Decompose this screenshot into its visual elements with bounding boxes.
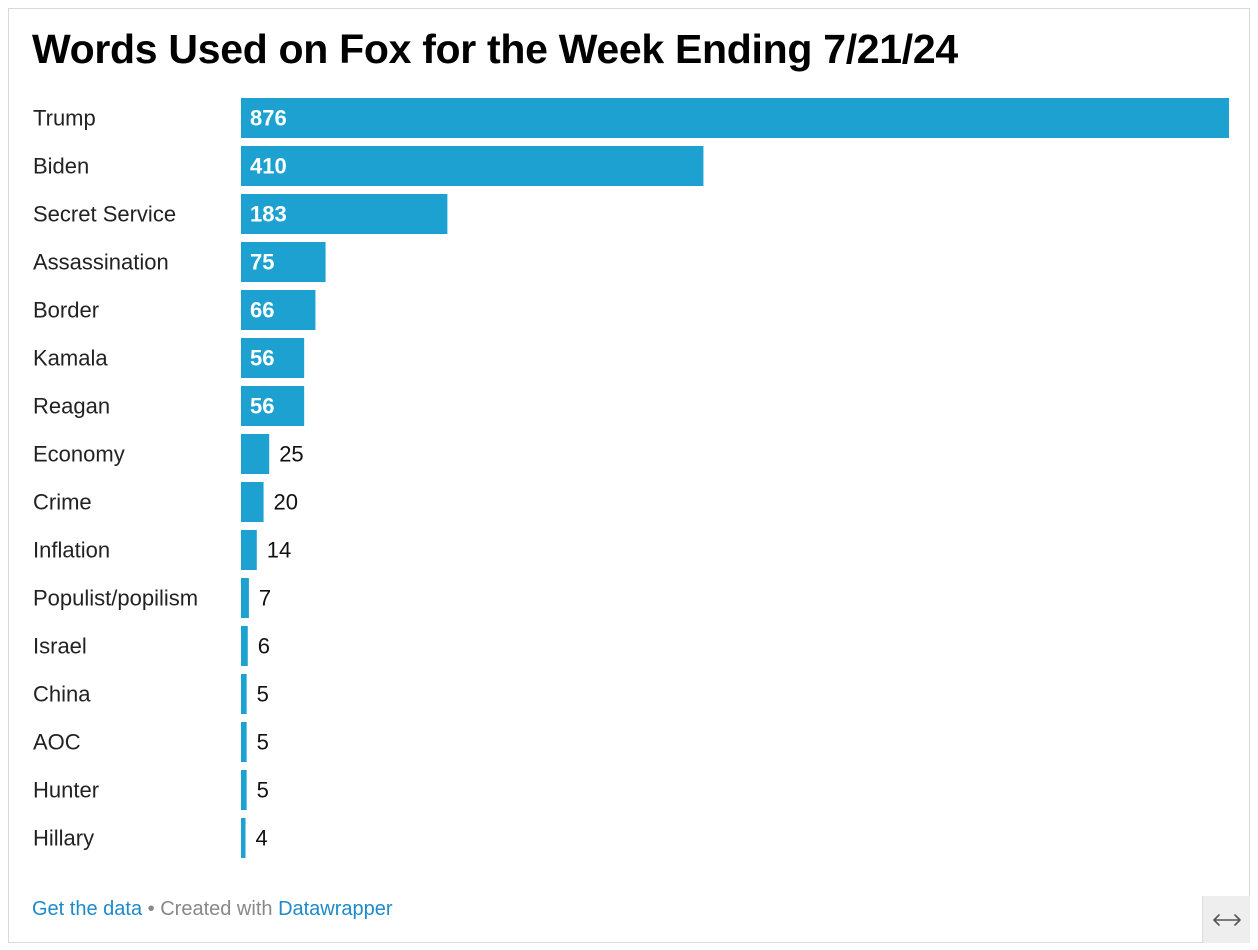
- get-the-data-link[interactable]: Get the data: [32, 898, 143, 920]
- value-label-border: 66: [250, 298, 274, 323]
- bar-trump: [241, 98, 1229, 138]
- category-label-reagan: Reagan: [33, 394, 110, 419]
- value-label-biden: 410: [250, 154, 287, 179]
- bar-reagan: [241, 386, 305, 426]
- category-label-border: Border: [33, 298, 99, 323]
- datawrapper-link[interactable]: Datawrapper: [278, 898, 393, 920]
- value-label-secret-service: 183: [250, 202, 287, 227]
- chart-footer: Get the data • Created with Datawrapper: [32, 898, 393, 921]
- category-label-crime: Crime: [33, 490, 92, 515]
- value-label-assassination: 75: [250, 250, 274, 275]
- chart-frame: [8, 8, 1250, 943]
- category-label-populist-popilism: Populist/popilism: [33, 586, 198, 611]
- category-label-assassination: Assassination: [33, 250, 169, 275]
- bar-israel: [241, 626, 248, 666]
- expand-horizontal-icon: [1212, 913, 1241, 926]
- bar-inflation: [241, 530, 257, 570]
- value-label-aoc: 5: [257, 730, 269, 755]
- bar-biden: [241, 146, 704, 186]
- bar-border: [241, 290, 316, 330]
- category-label-hillary: Hillary: [33, 826, 94, 851]
- value-label-kamala: 56: [250, 346, 274, 371]
- value-label-trump: 876: [250, 106, 287, 131]
- created-with-text: Created with: [160, 898, 273, 920]
- value-label-reagan: 56: [250, 394, 274, 419]
- value-label-crime: 20: [274, 490, 298, 515]
- category-label-kamala: Kamala: [33, 346, 108, 371]
- value-label-hunter: 5: [257, 778, 269, 803]
- category-label-trump: Trump: [33, 106, 96, 131]
- category-label-israel: Israel: [33, 634, 87, 659]
- category-label-biden: Biden: [33, 154, 89, 179]
- value-label-hillary: 4: [256, 826, 268, 851]
- category-label-aoc: AOC: [33, 730, 81, 755]
- bar-aoc: [241, 722, 247, 762]
- bar-kamala: [241, 338, 305, 378]
- bar-assassination: [241, 242, 326, 282]
- value-label-populist-popilism: 7: [259, 586, 271, 611]
- bar-hunter: [241, 770, 247, 810]
- category-label-economy: Economy: [33, 442, 125, 467]
- value-label-china: 5: [257, 682, 269, 707]
- category-label-china: China: [33, 682, 91, 707]
- bar-crime: [241, 482, 264, 522]
- value-label-economy: 25: [279, 442, 303, 467]
- bar-economy: [241, 434, 270, 474]
- bar-chart: Trump 876 Biden 410 Secret Service 183 Assassi…: [33, 98, 1229, 858]
- expand-button[interactable]: [1202, 896, 1250, 943]
- value-label-inflation: 14: [267, 538, 291, 563]
- bar-hillary: [241, 818, 246, 858]
- bar-secret-service: [241, 194, 448, 234]
- category-label-inflation: Inflation: [33, 538, 110, 563]
- bar-populist-popilism: [241, 578, 249, 618]
- category-label-secret-service: Secret Service: [33, 202, 176, 227]
- footer-separator: •: [147, 898, 155, 920]
- chart-title: Words Used on Fox for the Week Ending 7/…: [32, 26, 958, 72]
- value-label-israel: 6: [258, 634, 270, 659]
- category-label-hunter: Hunter: [33, 778, 99, 803]
- bar-china: [241, 674, 247, 714]
